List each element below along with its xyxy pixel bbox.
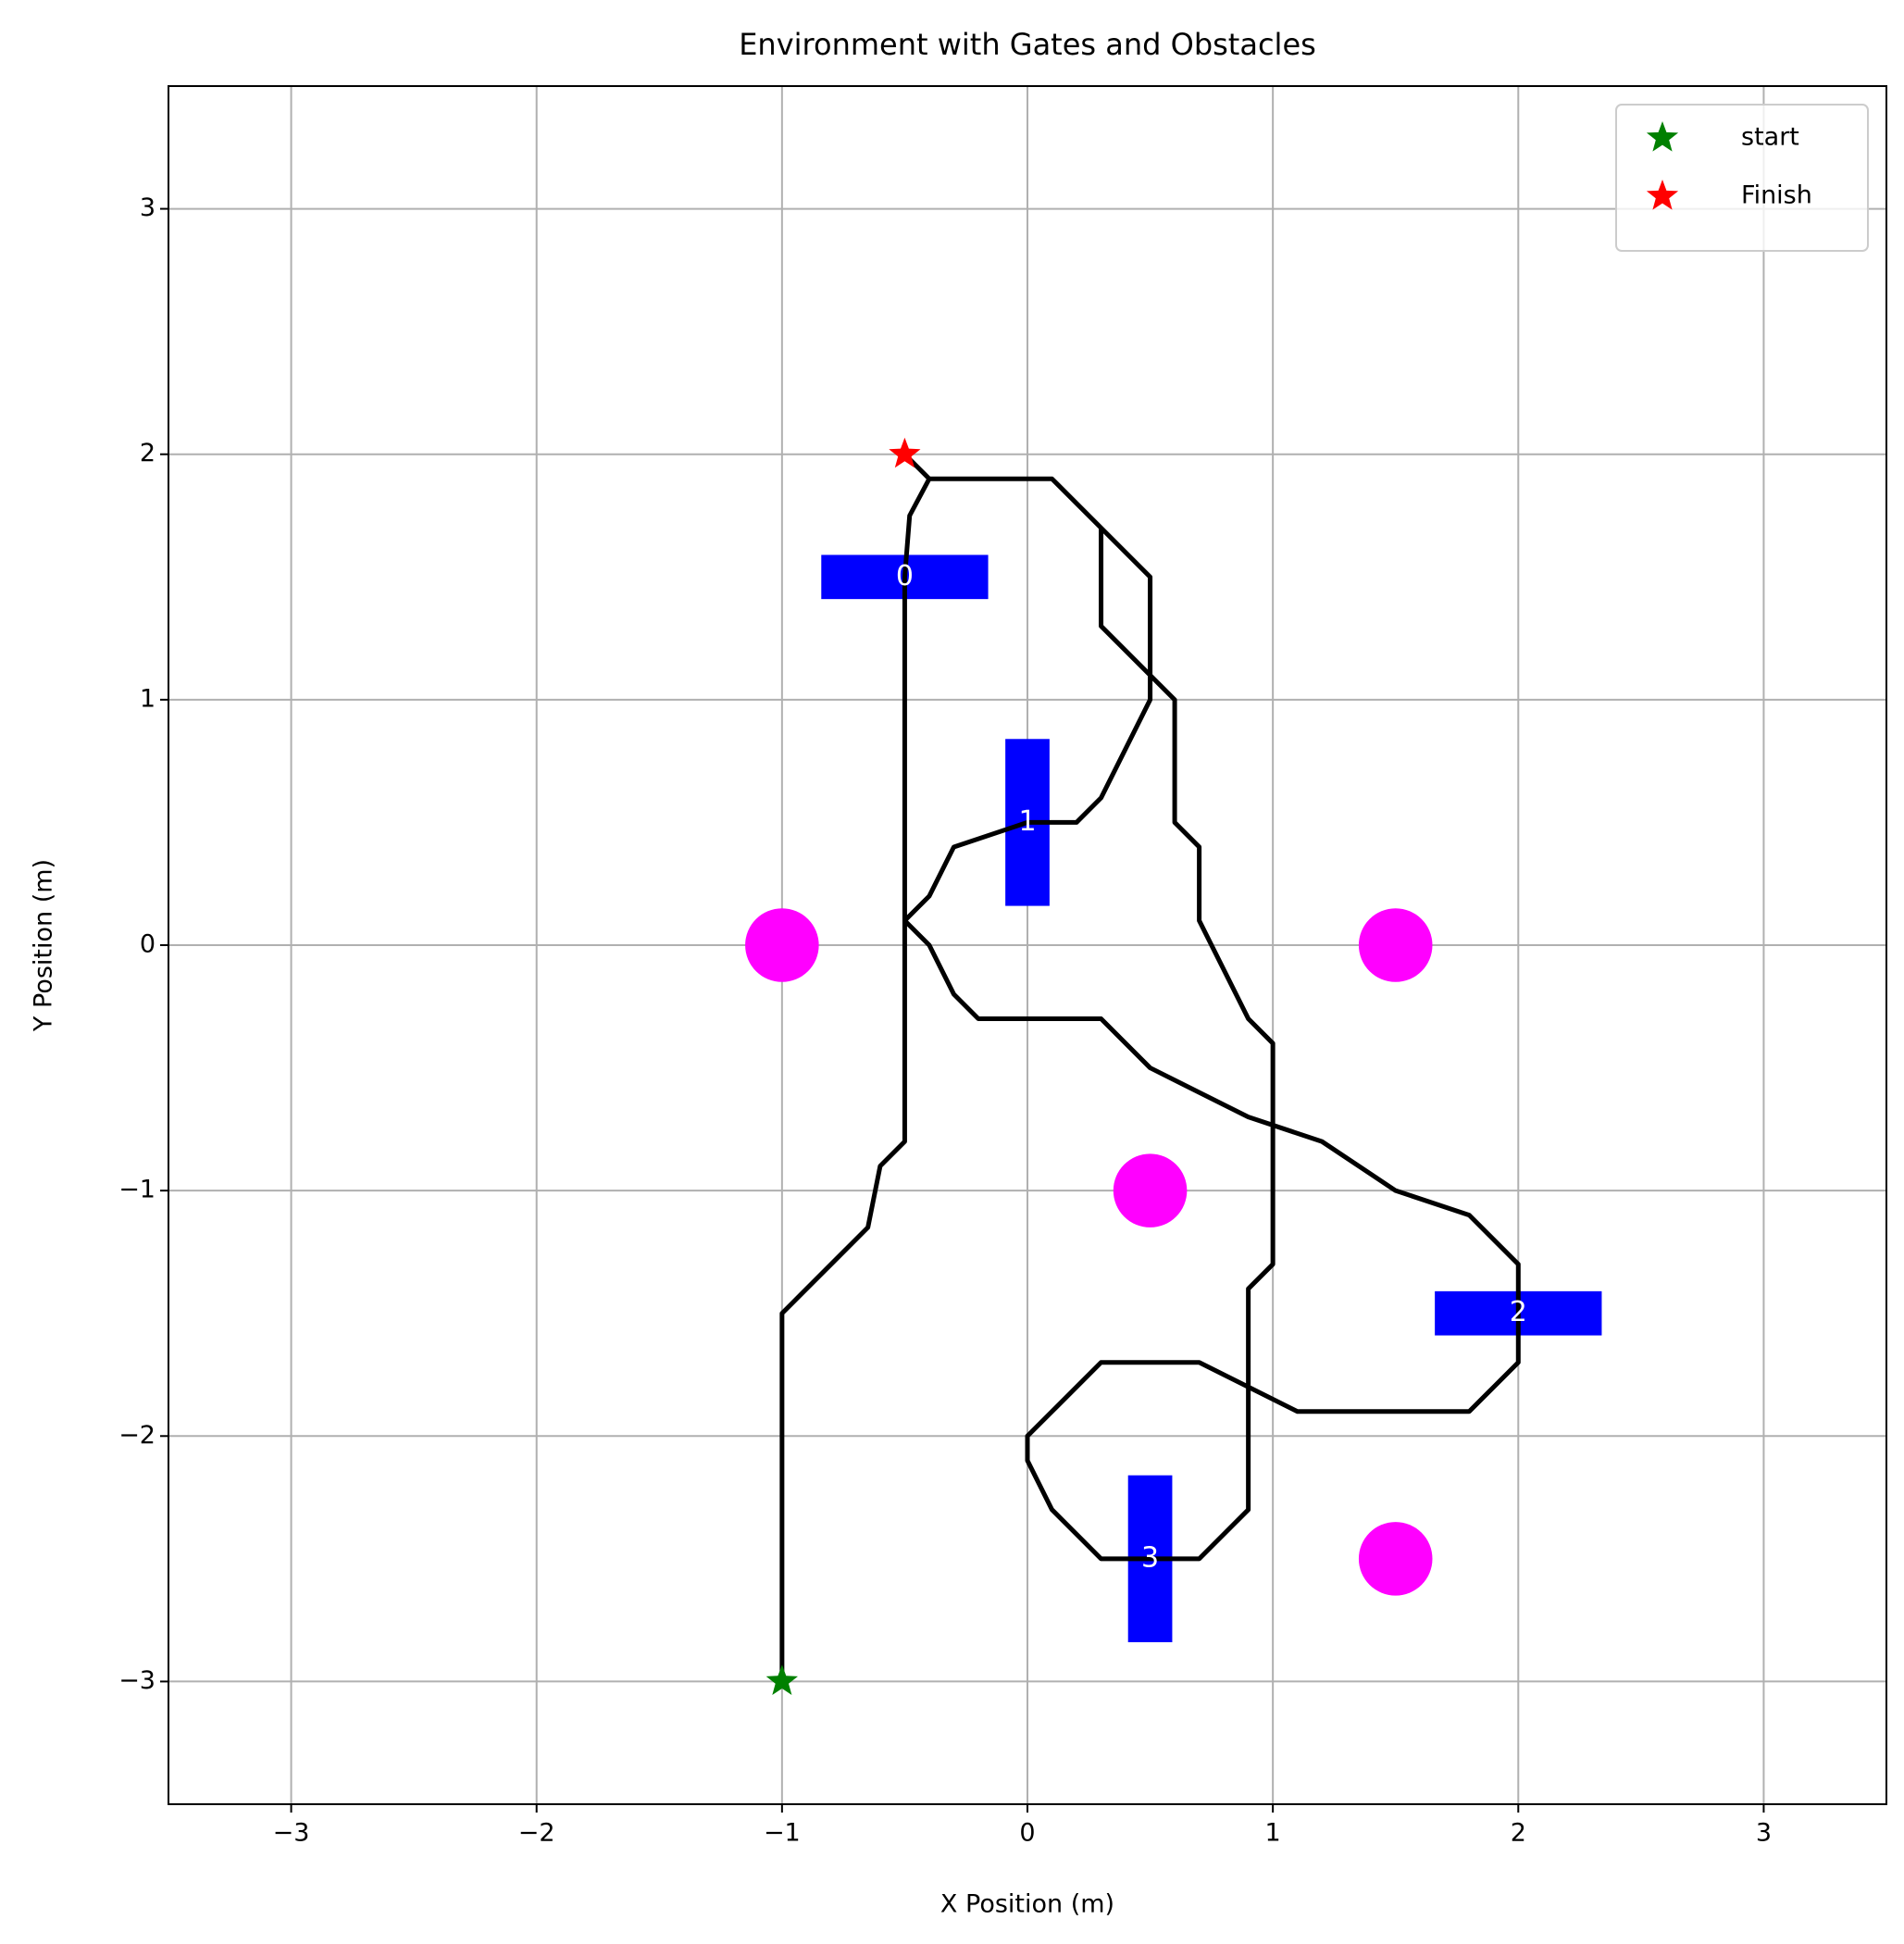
axes-frame [168, 85, 1887, 1805]
gate-label: 3 [1141, 1541, 1159, 1574]
x-axis-label: X Position (m) [940, 1890, 1114, 1919]
chart-title: Environment with Gates and Obstacles [739, 27, 1316, 62]
x-tick-label: 2 [1511, 1819, 1526, 1848]
obstacle [745, 908, 819, 982]
x-tick-label: 3 [1756, 1819, 1772, 1848]
x-tick-label: −3 [273, 1819, 310, 1848]
marker [765, 1664, 798, 1695]
legend-marker [1646, 180, 1679, 210]
y-tick-label: −3 [118, 1666, 156, 1695]
gate-label: 2 [1510, 1296, 1527, 1328]
marker [889, 437, 921, 468]
trajectory [779, 452, 1521, 1682]
legend-label: Finish [1741, 181, 1812, 210]
y-axis-label: Y Position (m) [30, 859, 58, 1032]
gate-label: 1 [1018, 805, 1036, 838]
legend: start Finish [1615, 104, 1869, 252]
y-tick-label: 3 [140, 193, 156, 222]
obstacle [1358, 1522, 1433, 1596]
x-tick-label: 0 [1019, 1819, 1035, 1848]
obstacle [1113, 1153, 1188, 1227]
obstacle [1358, 908, 1433, 982]
y-tick-label: 1 [140, 684, 156, 713]
x-tick-label: −1 [764, 1819, 801, 1848]
x-tick-label: 1 [1265, 1819, 1281, 1848]
y-tick-label: 0 [140, 930, 156, 959]
legend-box [1615, 104, 1869, 252]
gate-label: 0 [896, 560, 914, 592]
legend-marker [1646, 121, 1679, 152]
y-tick-label: −2 [118, 1421, 156, 1450]
legend-label: start [1741, 123, 1799, 152]
y-tick-label: −1 [118, 1176, 156, 1204]
x-tick-label: −2 [518, 1819, 555, 1848]
y-tick-label: 2 [140, 439, 156, 467]
